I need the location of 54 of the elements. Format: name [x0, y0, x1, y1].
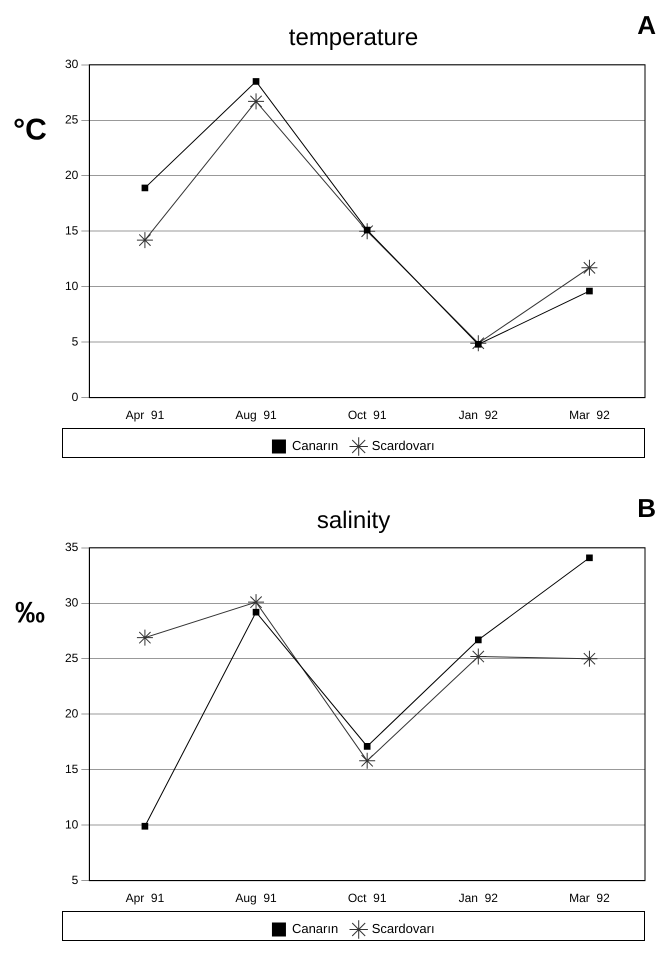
point — [586, 554, 593, 562]
y-tick-label: 15 — [64, 762, 79, 776]
chart-title: salinity — [316, 507, 390, 534]
x-tick-label: Oct 91 — [348, 891, 387, 906]
point — [142, 184, 148, 192]
point — [248, 92, 265, 110]
y-tick-label: 35 — [64, 540, 79, 554]
y-tick-label: 30 — [64, 596, 79, 610]
y-tick-label: 10 — [64, 817, 79, 832]
y-tick-label: 20 — [64, 706, 79, 721]
point — [136, 629, 154, 646]
x-tick-label: Apr 91 — [126, 891, 165, 906]
x-tick-label: Jan 92 — [458, 891, 498, 906]
point — [580, 259, 598, 276]
y-tick-label: 25 — [64, 651, 79, 666]
y-tick-label: 0 — [72, 390, 79, 404]
point — [364, 743, 371, 750]
point — [470, 334, 487, 352]
legend-label: Scardovarı — [372, 438, 435, 454]
legend-label: Scardovarı — [372, 921, 435, 936]
y-tick-label: 30 — [64, 57, 79, 72]
y-axis-title: °C — [13, 114, 47, 147]
point — [474, 341, 482, 348]
point — [470, 648, 487, 666]
y-tick-label: 25 — [64, 112, 79, 127]
x-tick-label: Jan 92 — [458, 408, 498, 422]
point — [248, 594, 265, 611]
point — [252, 78, 260, 85]
chart-title: temperature — [288, 24, 418, 52]
text: B — [637, 493, 656, 524]
x-tick-label: Mar 92 — [569, 891, 610, 906]
y-tick-label: 10 — [64, 278, 79, 293]
x-tick-label: Apr 91 — [126, 408, 165, 422]
y-axis-title: ‰ — [15, 596, 45, 630]
y-tick-label: 15 — [64, 224, 79, 238]
x-tick-label: Aug 91 — [235, 408, 278, 422]
point — [364, 226, 371, 234]
point — [358, 752, 376, 770]
legend-label: Canarın — [292, 921, 338, 936]
x-tick-label: Aug 91 — [235, 891, 278, 906]
point — [586, 288, 593, 294]
x-tick-label: Mar 92 — [569, 408, 610, 422]
text: A — [637, 10, 656, 40]
point — [142, 822, 148, 830]
point — [474, 636, 482, 644]
point — [136, 232, 154, 249]
y-tick-label: 20 — [64, 168, 79, 182]
legend-label: Canarın — [292, 438, 338, 454]
x-tick-label: Oct 91 — [348, 408, 387, 422]
point — [358, 222, 376, 240]
y-tick-label: 5 — [72, 334, 79, 348]
y-tick-label: 5 — [72, 872, 79, 887]
point — [252, 608, 260, 616]
point — [580, 650, 598, 668]
